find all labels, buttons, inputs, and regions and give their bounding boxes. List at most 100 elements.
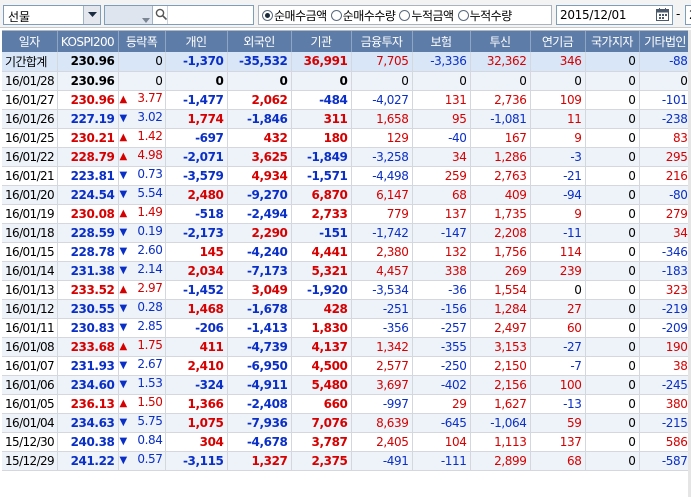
date-range-separator: - xyxy=(676,7,681,21)
pension-cell: 137 xyxy=(530,432,586,452)
change-cell: ▲ 1.42 xyxy=(118,128,166,148)
column-header[interactable]: 국가지자 xyxy=(585,31,640,52)
ins-cell: 104 xyxy=(412,432,471,452)
start-date-field[interactable]: 2015/12/01 xyxy=(556,5,673,25)
date-cell: 16/01/14 xyxy=(2,261,58,281)
inst-cell: 4,441 xyxy=(291,242,352,262)
etc-cell: -101 xyxy=(639,90,691,110)
column-header[interactable]: 기관 xyxy=(291,31,352,52)
table-header-row: 일자 KOSPI200 등락폭 개인 외국인 기관 금융투자 보험 투신 연기금 국가지자 기타법인 xyxy=(2,31,691,52)
etc-cell: -209 xyxy=(639,318,691,338)
table-row[interactable]: 16/01/11 230.83 ▼ 2.85 -206 -1,413 1,830 -356 -2… xyxy=(2,318,691,338)
pension-cell: -11 xyxy=(530,223,586,243)
table-row[interactable]: 16/01/18 228.59 ▼ 0.19 -2,173 2,290 -151 -1,742… xyxy=(2,223,691,243)
radio-cumulative-amount[interactable]: 누적금액 xyxy=(399,6,454,24)
table-row[interactable]: 16/01/19 230.08 ▲ 1.49 -518 -2,494 2,733 779 137… xyxy=(2,204,691,224)
foreign-cell: -7,173 xyxy=(227,261,292,281)
foreign-cell: 3,049 xyxy=(227,280,292,300)
column-header[interactable]: 투신 xyxy=(470,31,531,52)
ins-cell: -40 xyxy=(412,128,471,148)
indiv-cell: 2,410 xyxy=(165,356,228,376)
vertical-scrollbar[interactable] xyxy=(688,30,691,497)
table-row[interactable]: 16/01/28 230.96 0 0 0 0 0 0 0 0 0 0 xyxy=(2,71,691,91)
column-header[interactable]: 외국인 xyxy=(227,31,292,52)
kospi200-cell: 234.60 xyxy=(57,375,119,395)
indiv-cell: -3,115 xyxy=(165,451,228,471)
change-cell: ▲ 3.77 xyxy=(118,90,166,110)
date-cell: 16/01/15 xyxy=(2,242,58,262)
search-dropdown[interactable] xyxy=(105,6,153,24)
column-header[interactable]: 기타법인 xyxy=(639,31,691,52)
trust-cell: 1,756 xyxy=(470,242,531,262)
table-row[interactable]: 16/01/12 230.55 ▼ 0.28 1,468 -1,678 428 -251 -15… xyxy=(2,299,691,319)
foreign-cell: 0 xyxy=(227,71,292,91)
stock-search[interactable] xyxy=(104,5,254,25)
column-header[interactable]: 일자 xyxy=(2,31,58,52)
nation-cell: 0 xyxy=(585,413,640,433)
change-cell: ▲ 2.97 xyxy=(118,280,166,300)
trust-cell: 32,362 xyxy=(470,52,531,72)
column-header[interactable]: KOSPI200 xyxy=(57,31,119,52)
date-cell: 16/01/07 xyxy=(2,356,58,376)
triangle-up-icon: ▲ xyxy=(119,150,128,162)
column-header[interactable]: 개인 xyxy=(165,31,228,52)
end-date-field[interactable]: 2016 xyxy=(685,5,691,25)
table-row[interactable]: 16/01/20 224.54 ▼ 5.54 2,480 -9,270 6,870 6,147… xyxy=(2,185,691,205)
column-header[interactable]: 등락폭 xyxy=(118,31,166,52)
search-input[interactable] xyxy=(167,6,253,24)
chevron-down-icon[interactable] xyxy=(83,6,100,24)
fin-cell: -997 xyxy=(351,394,413,414)
inst-cell: 0 xyxy=(291,71,352,91)
table-row[interactable]: 15/12/30 240.38 ▼ 0.84 304 -4,678 3,787 2,405 10… xyxy=(2,432,691,452)
inst-cell: 660 xyxy=(291,394,352,414)
etc-cell: 190 xyxy=(639,337,691,357)
radio-net-buy-quantity[interactable]: 순매수수량 xyxy=(330,6,396,24)
calendar-icon[interactable] xyxy=(655,7,671,23)
fin-cell: 8,639 xyxy=(351,413,413,433)
ins-cell: 29 xyxy=(412,394,471,414)
trust-cell: 1,284 xyxy=(470,299,531,319)
change-value: 1.75 xyxy=(137,337,163,352)
inst-cell: 4,137 xyxy=(291,337,352,357)
fin-cell: -4,498 xyxy=(351,166,413,186)
column-header[interactable]: 금융투자 xyxy=(351,31,413,52)
table-row[interactable]: 16/01/27 230.96 ▲ 3.77 -1,477 2,062 -484 -4,027… xyxy=(2,90,691,110)
fin-cell: 2,577 xyxy=(351,356,413,376)
table-row[interactable]: 16/01/04 234.63 ▼ 5.75 1,075 -7,936 7,076 8,639… xyxy=(2,413,691,433)
table-row[interactable]: 16/01/08 233.68 ▲ 1.75 411 -4,739 4,137 1,342 -3… xyxy=(2,337,691,357)
market-select[interactable]: 선물 xyxy=(3,5,101,25)
etc-cell: 34 xyxy=(639,223,691,243)
radio-net-buy-amount[interactable]: 순매수금액 xyxy=(262,6,327,24)
foreign-cell: -4,240 xyxy=(227,242,292,262)
inst-cell: 4,500 xyxy=(291,356,352,376)
kospi200-cell: 231.93 xyxy=(57,356,119,376)
ins-cell: 0 xyxy=(412,71,471,91)
radio-unchecked-icon xyxy=(399,9,411,21)
trust-cell: 2,497 xyxy=(470,318,531,338)
search-icon[interactable] xyxy=(155,8,169,22)
table-row[interactable]: 16/01/21 223.81 ▼ 0.73 -3,579 4,934 -1,571 -4,4… xyxy=(2,166,691,186)
triangle-up-icon: ▲ xyxy=(119,207,128,219)
radio-cumulative-quantity[interactable]: 누적수량 xyxy=(457,6,512,24)
nation-cell: 0 xyxy=(585,128,640,148)
trust-cell: 2,150 xyxy=(470,356,531,376)
column-header[interactable]: 보험 xyxy=(412,31,471,52)
table-row[interactable]: 16/01/13 233.52 ▲ 2.97 -1,452 3,049 -1,920 -3,5… xyxy=(2,280,691,300)
table-row[interactable]: 16/01/05 236.13 ▲ 1.50 1,366 -2,408 660 -997 29 1… xyxy=(2,394,691,414)
table-row[interactable]: 16/01/14 231.38 ▼ 2.14 2,034 -7,173 5,321 4,457… xyxy=(2,261,691,281)
ins-cell: 131 xyxy=(412,90,471,110)
change-value: 0 xyxy=(155,73,163,88)
nation-cell: 0 xyxy=(585,337,640,357)
summary-row[interactable]: 기간합계 230.96 0 -1,370 -35,532 36,991 7,705 -3,33… xyxy=(2,52,691,72)
table-row[interactable]: 16/01/15 228.78 ▼ 2.60 145 -4,240 4,441 2,380 13… xyxy=(2,242,691,262)
table-row[interactable]: 16/01/07 231.93 ▼ 2.67 2,410 -6,950 4,500 2,577… xyxy=(2,356,691,376)
change-cell: 0 xyxy=(118,71,166,91)
kospi200-cell: 233.68 xyxy=(57,337,119,357)
table-row[interactable]: 16/01/06 234.60 ▼ 1.53 -324 -4,911 5,480 3,697-… xyxy=(2,375,691,395)
table-row[interactable]: 16/01/22 228.79 ▲ 4.98 -2,071 3,625 -1,849 -3,2… xyxy=(2,147,691,167)
indiv-cell: -1,370 xyxy=(165,52,228,72)
table-row[interactable]: 16/01/25 230.21 ▲ 1.42 -697 432 180 129 -40 167 9 0… xyxy=(2,128,691,148)
table-row[interactable]: 16/01/26 227.19 ▼ 3.02 1,774 -1,846 311 1,658 95… xyxy=(2,109,691,129)
table-row[interactable]: 15/12/29 241.22 ▼ 0.57 -3,115 1,327 2,375 -491-… xyxy=(2,451,691,471)
column-header[interactable]: 연기금 xyxy=(530,31,586,52)
